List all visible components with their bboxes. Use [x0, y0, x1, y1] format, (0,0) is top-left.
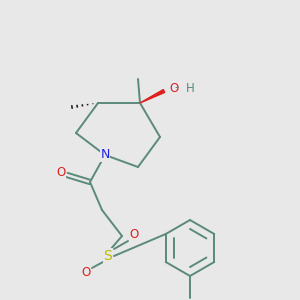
- Text: O: O: [129, 227, 139, 241]
- Polygon shape: [140, 90, 165, 103]
- Text: O: O: [56, 167, 66, 179]
- Text: S: S: [103, 249, 112, 263]
- Text: H: H: [186, 82, 195, 94]
- Text: O: O: [81, 266, 91, 278]
- Text: O: O: [169, 82, 178, 94]
- Text: N: N: [100, 148, 110, 161]
- Text: -: -: [175, 82, 179, 94]
